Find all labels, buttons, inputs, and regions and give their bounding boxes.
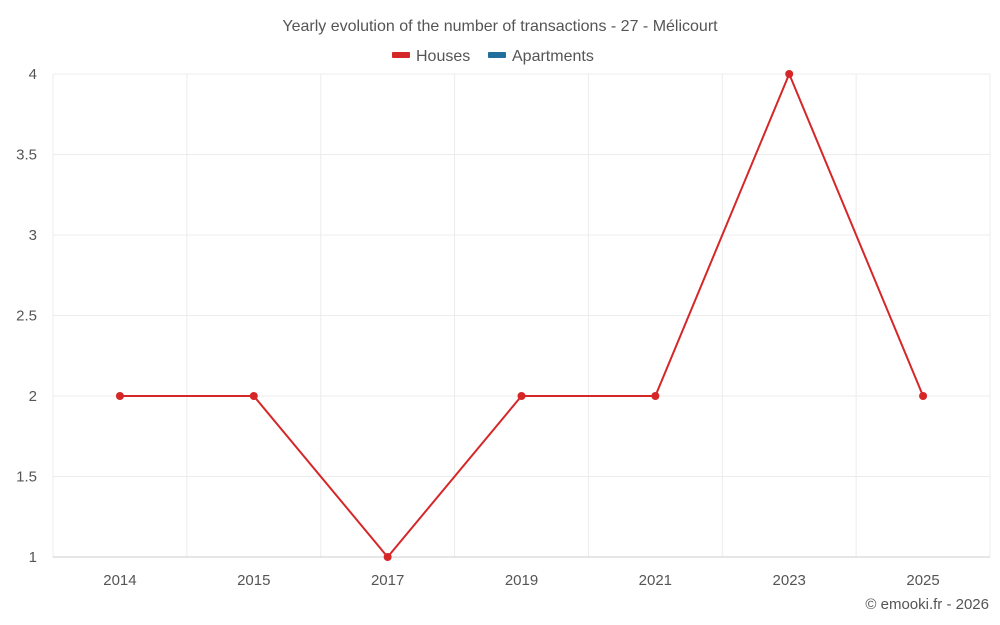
legend-item-apartments[interactable]: Apartments bbox=[488, 48, 594, 65]
y-tick-label: 3 bbox=[29, 227, 37, 244]
legend-item-houses[interactable]: Houses bbox=[392, 48, 470, 65]
legend-swatch-houses bbox=[392, 52, 410, 58]
legend-label-apartments: Apartments bbox=[512, 48, 594, 65]
y-tick-label: 1.5 bbox=[16, 469, 37, 486]
axes: 1 1.5 2 2.5 3 3.5 4 2014 2015 2017 2019 2021 2023 202… bbox=[16, 66, 990, 589]
data-point-houses-2019[interactable] bbox=[517, 392, 526, 400]
grid bbox=[52, 73, 991, 557]
x-tick-label: 2019 bbox=[505, 572, 538, 589]
legend-label-houses: Houses bbox=[416, 48, 470, 65]
legend-swatch-apartments bbox=[488, 52, 506, 58]
y-tick-label: 2 bbox=[29, 388, 37, 405]
data-point-houses-2014[interactable] bbox=[115, 392, 124, 400]
x-tick-label: 2021 bbox=[639, 572, 672, 589]
x-tick-label: 2017 bbox=[371, 572, 404, 589]
x-tick-label: 2025 bbox=[906, 572, 939, 589]
credit-text: © emooki.fr - 2026 bbox=[865, 596, 989, 613]
legend: Houses Apartments bbox=[392, 48, 594, 65]
chart-title: Yearly evolution of the number of transa… bbox=[282, 18, 718, 35]
series bbox=[115, 70, 928, 561]
x-tick-label: 2015 bbox=[237, 572, 270, 589]
data-point-houses-2021[interactable] bbox=[651, 392, 660, 400]
y-tick-label: 4 bbox=[29, 66, 37, 83]
y-tick-label: 1 bbox=[29, 549, 37, 566]
x-tick-label: 2014 bbox=[103, 572, 136, 589]
data-point-houses-2025[interactable] bbox=[919, 392, 928, 400]
data-point-houses-2017[interactable] bbox=[383, 553, 392, 561]
y-tick-label: 2.5 bbox=[16, 308, 37, 325]
data-point-houses-2023[interactable] bbox=[785, 70, 794, 78]
y-tick-label: 3.5 bbox=[16, 147, 37, 164]
data-point-houses-2015[interactable] bbox=[249, 392, 258, 400]
x-tick-label: 2023 bbox=[773, 572, 806, 589]
